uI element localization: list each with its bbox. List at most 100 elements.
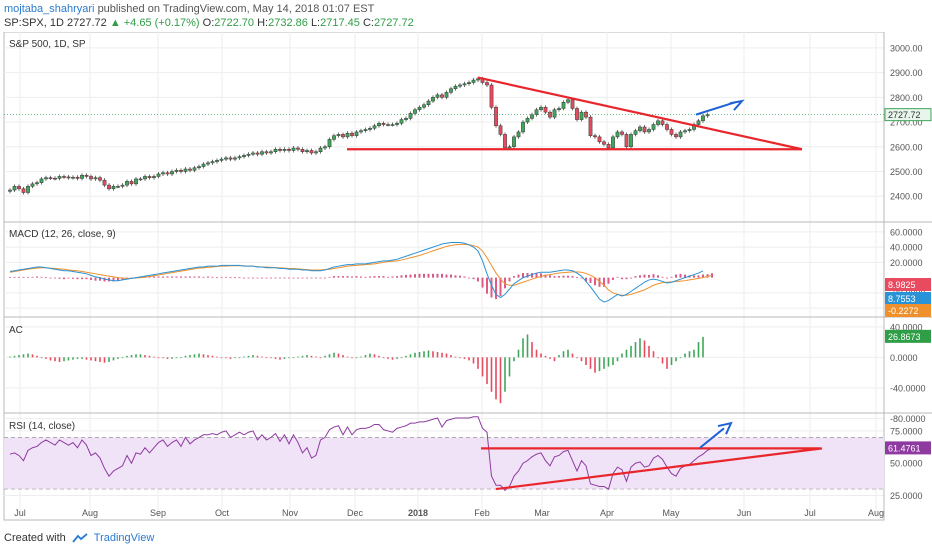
ac-bar — [283, 357, 286, 359]
candle-body — [314, 151, 318, 154]
candle-body — [273, 149, 278, 152]
candle-body — [683, 130, 687, 133]
ac-bar — [139, 354, 142, 358]
candle-body — [278, 149, 282, 151]
ac-bar — [247, 355, 250, 358]
candle-body — [161, 172, 165, 175]
candle-body — [296, 147, 300, 150]
candle-body — [116, 186, 120, 188]
candle-body — [597, 136, 602, 143]
macd-histogram-bar — [175, 276, 178, 278]
ac-bar — [274, 357, 277, 359]
candle-body — [660, 120, 665, 125]
candle-body — [444, 92, 449, 98]
macd-pane-title: MACD (12, 26, close, 9) — [9, 229, 116, 240]
candle-body — [138, 178, 143, 181]
macd-histogram-bar — [216, 277, 218, 279]
author-link[interactable]: mojtaba_shahryari — [4, 3, 95, 15]
candle-body — [165, 172, 170, 175]
macd-histogram-bar — [49, 277, 52, 279]
ac-bar — [256, 355, 259, 358]
macd-histogram-bar — [63, 277, 65, 280]
ac-bar — [517, 349, 520, 358]
candle-body — [44, 177, 48, 180]
candle-body — [557, 108, 561, 110]
macd-histogram-bar — [693, 275, 695, 278]
macd-histogram-bar — [112, 277, 115, 282]
candle-body — [17, 186, 21, 190]
macd-histogram-bar — [229, 277, 232, 279]
candle-body — [440, 94, 444, 98]
candle-body — [516, 131, 521, 138]
macd-histogram-bar — [279, 277, 281, 279]
x-tick-label: 2018 — [408, 508, 428, 518]
candle-body — [30, 183, 35, 187]
ac-bar — [319, 357, 322, 359]
candle-body — [224, 157, 228, 160]
ac-bar — [481, 357, 484, 377]
candle-body — [615, 131, 620, 138]
macd-histogram-bar — [22, 276, 25, 278]
ac-bar — [679, 357, 682, 359]
candle-body — [57, 176, 62, 179]
ac-bar — [513, 357, 515, 362]
tradingview-link[interactable]: TradingView — [93, 532, 155, 544]
y-tick-label: 40.0000 — [890, 243, 923, 253]
candle-body — [624, 134, 629, 148]
price-pane-title: S&P 500, 1D, SP — [9, 39, 86, 50]
ac-bar — [486, 357, 488, 385]
breakout-arrow — [695, 101, 736, 116]
ac-bar — [76, 357, 79, 359]
ac-bar — [558, 355, 560, 358]
macd-histogram-bar — [252, 277, 254, 279]
macd-histogram-bar — [706, 274, 709, 278]
ac-bar — [405, 355, 407, 358]
ac-bar — [621, 353, 623, 358]
macd-histogram-bar — [234, 277, 236, 279]
ac-bar — [450, 355, 452, 358]
macd-histogram-bar — [373, 276, 376, 278]
macd-histogram-bar — [657, 275, 659, 278]
candle-body — [503, 134, 507, 149]
macd-histogram-bar — [297, 277, 299, 279]
x-tick-label: Sep — [150, 508, 166, 518]
candle-body — [71, 176, 75, 179]
macd-value-label: -0.2272 — [888, 306, 919, 316]
macd-histogram-bar — [360, 276, 362, 278]
macd-histogram-bar — [486, 277, 488, 294]
ac-bar — [495, 357, 497, 400]
ac-bar — [211, 355, 214, 358]
candle-body — [66, 176, 71, 179]
macd-histogram-bar — [504, 277, 506, 289]
macd-value-label: 8.7553 — [888, 294, 916, 304]
ac-bar — [130, 355, 133, 358]
macd-histogram-bar — [436, 273, 439, 278]
macd-histogram-bar — [400, 275, 403, 278]
candle-body — [462, 83, 467, 86]
candle-body — [98, 177, 102, 181]
candle-body — [543, 106, 548, 113]
x-tick-label: Nov — [282, 508, 299, 518]
ac-bar — [148, 355, 151, 358]
y-tick-label: 2700.00 — [890, 118, 923, 128]
chart-area[interactable]: S&P 500, 1D, SP MACD (12, 26, close, 9) … — [0, 32, 932, 528]
macd-value-tag — [885, 304, 931, 317]
candle-body — [458, 84, 462, 87]
x-tick-label: Feb — [474, 508, 490, 518]
last-price-tag — [884, 108, 932, 122]
macd-histogram-bar — [621, 277, 623, 280]
macd-histogram-bar — [679, 273, 682, 278]
ac-bar — [175, 357, 178, 359]
ac-bar — [103, 357, 106, 363]
macd-histogram-bar — [265, 277, 268, 279]
ac-bar — [549, 357, 551, 359]
candle-body — [8, 189, 12, 192]
y-tick-label: 75.0000 — [890, 426, 923, 436]
macd-value-label: 8.9825 — [888, 280, 916, 290]
macd-histogram-bar — [292, 277, 295, 279]
macd-histogram-bar — [418, 273, 421, 278]
macd-histogram-bar — [247, 277, 250, 279]
macd-histogram-bar — [508, 277, 511, 282]
ac-bar — [697, 342, 700, 358]
candle-body — [674, 134, 678, 138]
